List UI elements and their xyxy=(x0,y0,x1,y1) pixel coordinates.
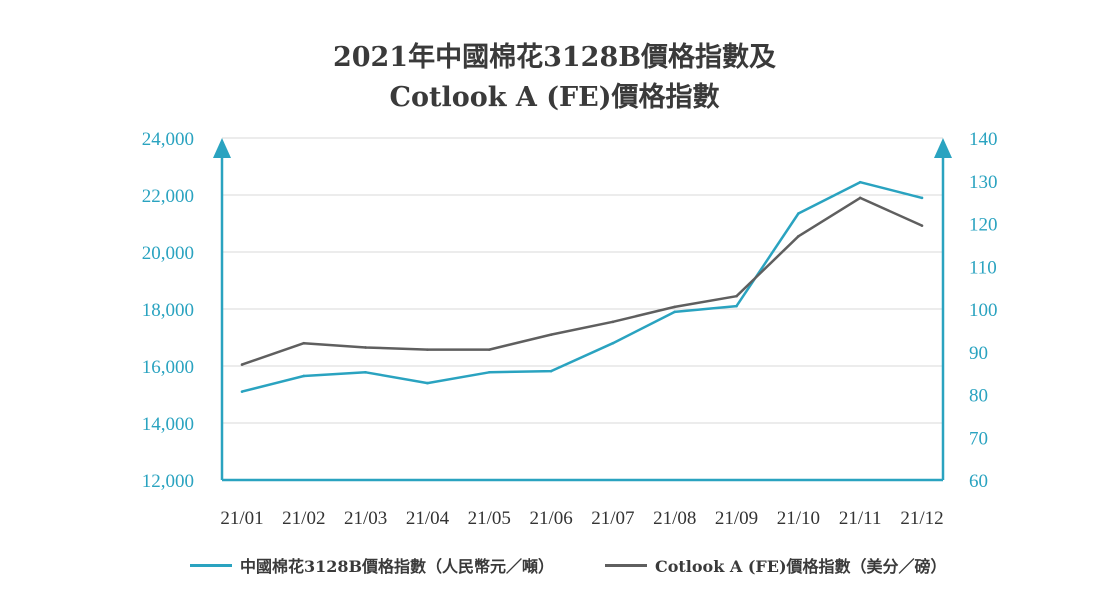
data-point-cotlook xyxy=(302,341,306,345)
left-tick-label: 12,000 xyxy=(142,471,194,492)
data-point-china-cotton xyxy=(797,212,800,215)
data-point-china-cotton xyxy=(611,341,615,345)
data-point-china-cotton xyxy=(364,370,367,374)
data-point-china-cotton xyxy=(673,310,677,314)
right-tick-label: 80 xyxy=(969,386,988,407)
legend-label-china-cotton: 中國棉花3128B價格指數（人民幣元／噸） xyxy=(240,557,555,576)
x-tick-label: 21/05 xyxy=(468,508,511,529)
data-point-china-cotton xyxy=(549,369,553,373)
data-point-china-cotton xyxy=(735,304,738,308)
left-tick-label: 14,000 xyxy=(142,414,194,435)
right-tick-label: 100 xyxy=(969,300,998,321)
data-point-cotlook xyxy=(920,224,924,227)
x-tick-label: 21/06 xyxy=(529,508,572,529)
data-point-cotlook xyxy=(673,305,677,309)
data-point-china-cotton xyxy=(302,374,306,378)
left-axis-arrow xyxy=(213,138,231,158)
right-tick-label: 70 xyxy=(969,428,988,449)
x-tick-label: 21/10 xyxy=(777,508,820,529)
right-tick-label: 130 xyxy=(969,172,998,193)
data-point-cotlook xyxy=(426,348,429,351)
data-point-china-cotton xyxy=(858,180,862,184)
left-tick-label: 20,000 xyxy=(142,243,194,264)
data-point-cotlook xyxy=(240,363,244,366)
data-point-cotlook xyxy=(797,235,800,238)
data-point-china-cotton xyxy=(426,381,429,385)
x-tick-label: 21/08 xyxy=(653,508,696,529)
legend-item-cotlook: Cotlook A (FE)價格指數（美分／磅） xyxy=(605,553,947,577)
legend-swatch-china-cotton xyxy=(190,563,232,567)
x-tick-label: 21/07 xyxy=(591,508,634,529)
left-tick-label: 18,000 xyxy=(142,300,194,321)
left-tick-label: 24,000 xyxy=(142,129,194,150)
x-tick-label: 21/02 xyxy=(282,508,325,529)
chart-subtitle: Cotlook A (FE)價格指數 xyxy=(389,82,720,113)
x-tick-label: 21/09 xyxy=(715,508,758,529)
x-tick-label: 21/11 xyxy=(839,508,882,529)
x-tick-label: 21/01 xyxy=(220,508,263,529)
data-point-cotlook xyxy=(611,320,615,324)
right-tick-label: 110 xyxy=(969,257,997,278)
data-point-cotlook xyxy=(735,294,738,298)
series-line-china-cotton xyxy=(241,180,923,393)
data-point-cotlook xyxy=(858,196,862,200)
data-point-cotlook xyxy=(549,333,553,336)
right-axis-arrow xyxy=(934,138,952,158)
x-tick-label: 21/12 xyxy=(900,508,943,529)
right-tick-label: 90 xyxy=(969,343,988,364)
right-tick-label: 120 xyxy=(969,215,998,236)
chart-title: 2021年中國棉花3128B價格指數及 xyxy=(332,42,777,73)
data-point-china-cotton xyxy=(240,390,244,393)
right-tick-label: 140 xyxy=(969,129,998,150)
x-tick-label: 21/03 xyxy=(344,508,387,529)
series-line-cotlook xyxy=(241,196,923,366)
data-point-china-cotton xyxy=(920,196,924,200)
right-tick-label: 60 xyxy=(969,471,988,492)
legend-swatch-cotlook xyxy=(605,563,647,567)
legend-item-china-cotton: 中國棉花3128B價格指數（人民幣元／噸） xyxy=(190,553,554,577)
left-tick-label: 16,000 xyxy=(142,357,194,378)
legend-label-cotlook: Cotlook A (FE)價格指數（美分／磅） xyxy=(655,557,947,576)
data-point-china-cotton xyxy=(487,370,491,374)
left-tick-label: 22,000 xyxy=(142,186,194,207)
data-point-cotlook xyxy=(364,346,367,349)
x-tick-label: 21/04 xyxy=(406,508,450,529)
data-point-cotlook xyxy=(487,348,491,351)
